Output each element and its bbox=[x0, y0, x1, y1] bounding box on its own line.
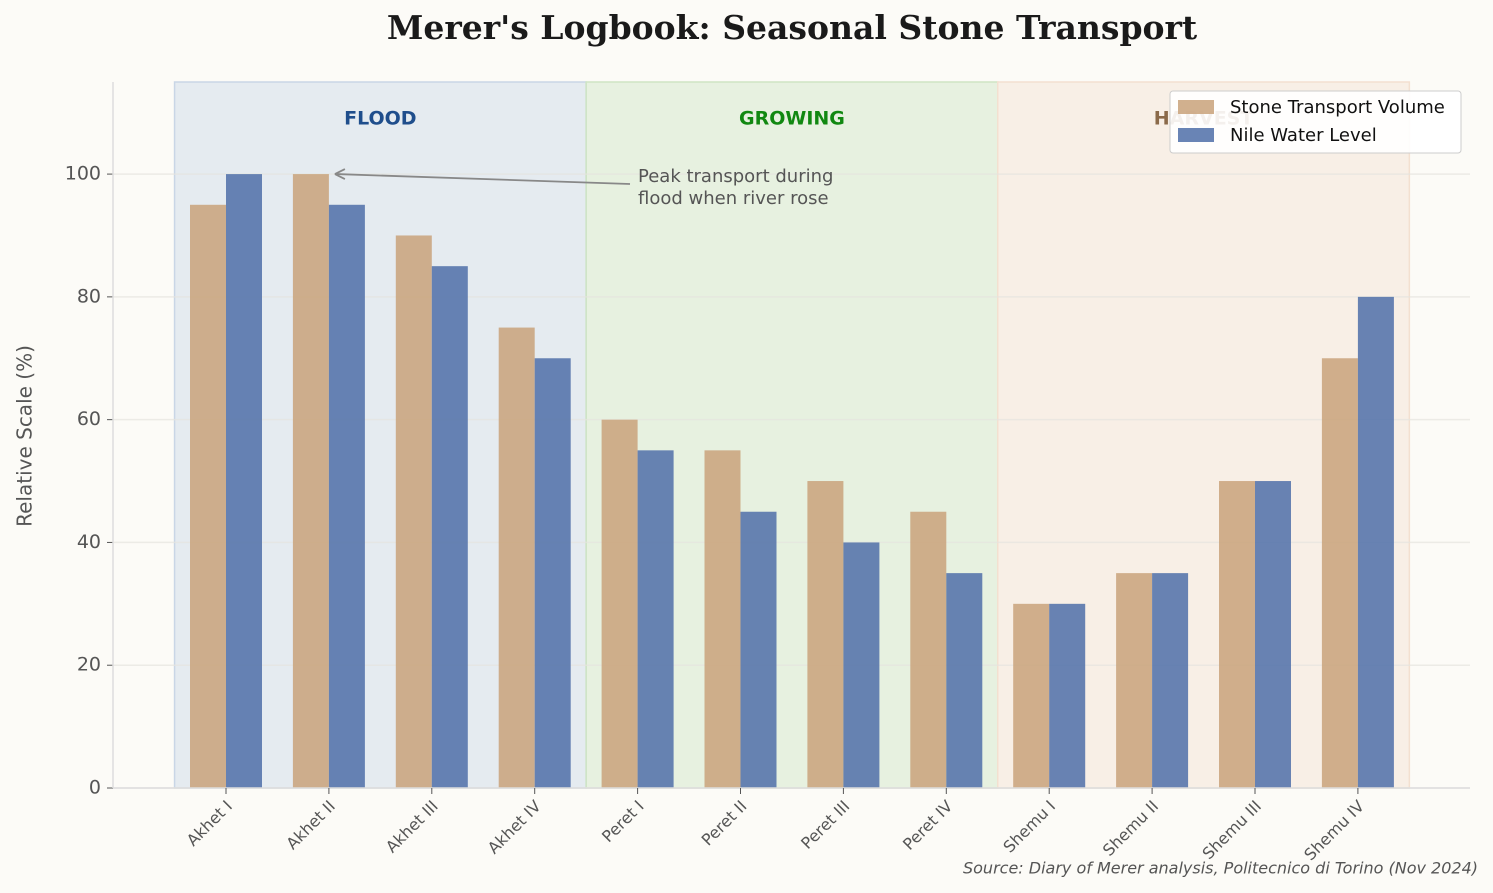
bar bbox=[395, 235, 432, 788]
bar bbox=[226, 174, 262, 788]
legend-swatch bbox=[1178, 128, 1214, 142]
bar bbox=[1152, 573, 1189, 788]
legend-label: Stone Transport Volume bbox=[1230, 97, 1445, 118]
annotation-arrowhead bbox=[334, 168, 346, 180]
bar bbox=[946, 573, 983, 788]
y-tick-label: 40 bbox=[77, 531, 101, 553]
bar bbox=[910, 511, 947, 788]
bar bbox=[1321, 358, 1358, 788]
y-tick-label: 100 bbox=[65, 163, 101, 185]
bar bbox=[1049, 603, 1086, 788]
annotation-arrow bbox=[336, 173, 631, 185]
bar bbox=[1255, 481, 1291, 788]
source-note: Source: Diary of Merer analysis, Politec… bbox=[963, 859, 1478, 878]
y-axis-label: Relative Scale (%) bbox=[13, 345, 37, 527]
season-label: FLOOD bbox=[344, 108, 416, 130]
bar bbox=[431, 266, 468, 788]
bar bbox=[704, 450, 741, 788]
bar bbox=[292, 174, 329, 788]
bar bbox=[807, 481, 844, 788]
bar bbox=[637, 450, 674, 788]
bar bbox=[328, 204, 365, 789]
legend: Stone Transport Volume Nile Water Level bbox=[1169, 90, 1462, 154]
season-label: GROWING bbox=[739, 108, 845, 130]
legend-swatch bbox=[1178, 100, 1214, 114]
legend-box bbox=[1169, 90, 1462, 154]
bar bbox=[1116, 573, 1153, 788]
legend-label: Nile Water Level bbox=[1230, 125, 1377, 146]
bar bbox=[1013, 603, 1050, 788]
bar bbox=[534, 358, 571, 788]
bar bbox=[601, 419, 638, 788]
y-tick-label: 20 bbox=[77, 654, 101, 676]
annotation-text: flood when river rose bbox=[638, 188, 829, 209]
bar bbox=[1219, 481, 1255, 788]
bar bbox=[190, 204, 226, 789]
y-tick-label: 60 bbox=[77, 408, 101, 430]
bar bbox=[843, 542, 880, 788]
chart-title: Merer's Logbook: Seasonal Stone Transpor… bbox=[387, 8, 1198, 47]
bar bbox=[498, 327, 535, 788]
bar bbox=[1357, 296, 1394, 788]
y-tick-label: 80 bbox=[77, 285, 101, 307]
annotation-text: Peak transport during bbox=[638, 166, 833, 187]
y-tick-label: 0 bbox=[89, 777, 101, 799]
bar bbox=[740, 511, 777, 788]
